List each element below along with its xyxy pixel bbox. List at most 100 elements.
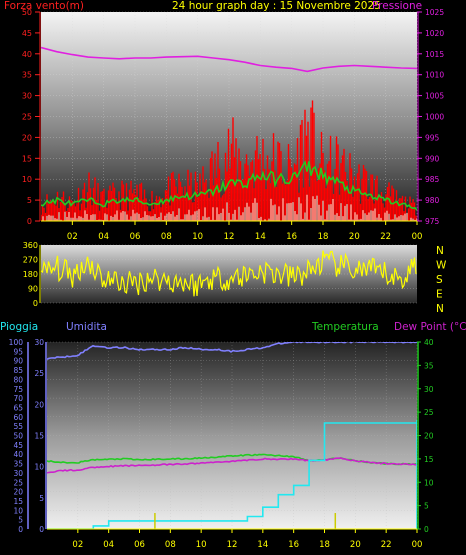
rain-line: [47, 419, 417, 529]
direction-tick-label: 0: [33, 299, 38, 308]
humidity-tick-label: 55: [13, 422, 23, 431]
humidity-tick-label: 15: [13, 497, 23, 506]
dewpoint-line: [47, 457, 417, 474]
x-tick-label: 22: [381, 540, 392, 550]
x-tick-label: 12: [227, 540, 238, 550]
x-tick-label: 16: [288, 540, 299, 550]
temperature-tick-label: 35: [424, 361, 434, 370]
legend-humidity: Umidita: [66, 321, 107, 333]
temperature-tick-label: 25: [424, 408, 434, 417]
pressure-tick-label: 1015: [425, 50, 444, 59]
pressure-tick-label: 1020: [425, 29, 444, 38]
humidity-tick-label: 40: [13, 450, 23, 459]
pressure-tick-label: 990: [425, 154, 440, 163]
humidity-tick-label: 50: [13, 432, 23, 441]
wind-tick-label: 10: [22, 175, 32, 184]
temperature-tick-label: 20: [424, 432, 434, 441]
humidity-tick-label: 100: [9, 338, 24, 347]
x-tick-label: 00: [412, 540, 423, 550]
compass-label: N: [436, 245, 444, 257]
humidity-tick-label: 60: [13, 413, 23, 422]
x-tick-label: 02: [72, 540, 83, 550]
x-tick-label: 22: [380, 232, 391, 242]
wind-tick-label: 0: [27, 217, 32, 226]
chart-title: 24 hour graph day : 15 Novembre 2025: [172, 0, 381, 12]
pressure-tick-label: 1010: [425, 71, 444, 80]
legend-dewpoint: Dew Point (°C): [394, 321, 466, 333]
x-tick-label: 08: [165, 540, 176, 550]
compass-label: S: [436, 274, 443, 286]
wind-direction-line: [41, 250, 417, 297]
x-tick-label: 10: [192, 232, 203, 242]
humidity-tick-label: 95: [13, 347, 23, 356]
x-tick-label: 20: [349, 232, 360, 242]
wind-tick-label: 45: [22, 29, 32, 38]
humidity-tick-label: 5: [18, 516, 23, 525]
rain-tick-label: 5: [39, 494, 44, 503]
rain-tick-label: 30: [34, 338, 44, 347]
humidity-tick-label: 65: [13, 403, 23, 412]
humidity-tick-label: 80: [13, 375, 23, 384]
rain-tick-label: 15: [34, 432, 44, 441]
x-tick-label: 12: [224, 232, 235, 242]
x-tick-label: 14: [257, 540, 268, 550]
climate-series-group: [47, 342, 417, 529]
pressure-tick-label: 980: [425, 196, 440, 205]
x-tick-label: 18: [318, 232, 329, 242]
x-tick-label: 08: [161, 232, 172, 242]
humidity-tick-label: 10: [13, 506, 23, 515]
humidity-tick-label: 75: [13, 385, 23, 394]
direction-tick-label: 180: [23, 270, 38, 279]
rain-tick-label: 20: [34, 400, 44, 409]
humidity-tick-label: 70: [13, 394, 23, 403]
compass-label: N: [436, 303, 444, 315]
humidity-tick-label: 90: [13, 357, 23, 366]
humidity-tick-label: 20: [13, 488, 23, 497]
direction-series-group: [41, 250, 417, 297]
pressure-tick-label: 1005: [425, 92, 444, 101]
pressure-axis-title: Pressione: [372, 0, 422, 12]
wind-tick-label: 50: [22, 8, 32, 17]
humidity-tick-label: 30: [13, 469, 23, 478]
rain-tick-label: 10: [34, 463, 44, 472]
pressure-line: [41, 46, 417, 73]
x-tick-label: 16: [286, 232, 297, 242]
wind-tick-label: 15: [22, 154, 32, 163]
legend-rain: Pioggia: [0, 321, 38, 333]
pressure-tick-label: 995: [425, 133, 440, 142]
wind-average-line: [41, 160, 417, 211]
x-tick-label: 06: [134, 540, 145, 550]
x-tick-label: 00: [412, 232, 423, 242]
wind-series-group: [41, 46, 417, 221]
direction-tick-label: 360: [23, 241, 38, 250]
temperature-tick-label: 5: [424, 502, 429, 511]
temperature-tick-label: 0: [424, 525, 429, 534]
wind-tick-label: 20: [22, 133, 32, 142]
legend-temperature: Temperatura: [311, 321, 379, 333]
temperature-tick-label: 30: [424, 385, 434, 394]
humidity-tick-label: 0: [18, 525, 23, 534]
x-tick-label: 04: [98, 232, 109, 242]
x-tick-label: 20: [350, 540, 361, 550]
x-tick-label: 06: [130, 232, 141, 242]
wind-tick-label: 25: [22, 113, 32, 122]
x-tick-label: 02: [67, 232, 78, 242]
temperature-tick-label: 15: [424, 455, 434, 464]
direction-plot-area: [41, 245, 417, 303]
temperature-tick-label: 40: [424, 338, 434, 347]
humidity-line: [47, 342, 417, 361]
wind-tick-label: 5: [27, 196, 32, 205]
rain-tick-label: 25: [34, 369, 44, 378]
x-tick-label: 04: [103, 540, 114, 550]
humidity-tick-label: 45: [13, 441, 23, 450]
pressure-tick-label: 1025: [425, 8, 444, 17]
pressure-tick-label: 975: [425, 217, 440, 226]
pressure-tick-label: 1000: [425, 113, 444, 122]
compass-label: W: [436, 260, 447, 272]
x-tick-label: 10: [196, 540, 207, 550]
wind-tick-label: 35: [22, 71, 32, 80]
humidity-tick-label: 35: [13, 460, 23, 469]
x-tick-label: 18: [319, 540, 330, 550]
wind-axis-title: Forza vento(m): [4, 0, 84, 12]
